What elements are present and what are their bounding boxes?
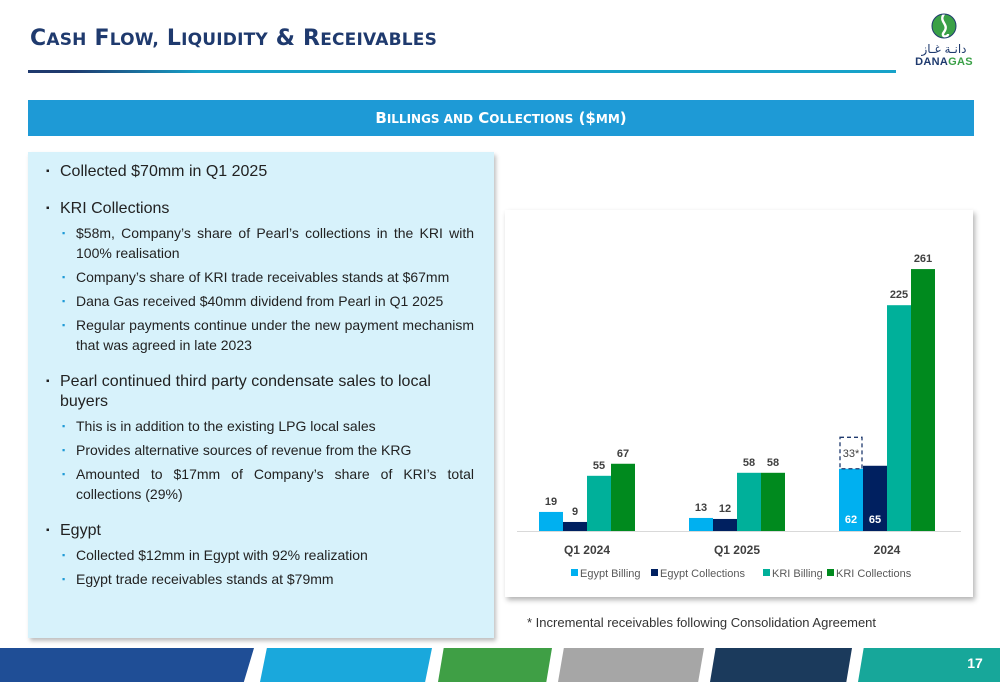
data-label: 62 [845,514,857,526]
data-label: 55 [593,460,605,472]
bar-kri-collections [611,463,635,531]
sub-bullet: This is in addition to the existing LPG … [46,416,474,436]
bar-egypt-billing [539,511,563,531]
title-underline [28,70,896,73]
data-label: 58 [743,457,755,469]
footer-segment [260,648,432,682]
notes-group-kri: KRI Collections $58m, Company’s share of… [46,199,474,355]
title-word: LIQUIDITY [166,26,268,51]
billings-collections-chart: 19 9 55 67 Q1 2024 13 12 58 58 Q1 2025 62 65 225 261 2… [505,210,973,597]
data-label: 9 [572,506,578,518]
legend-swatch [571,569,578,576]
sub-bullet: Regular payments continue under the new … [46,315,474,355]
company-logo: دانـة غـاز DANAGAS [905,10,983,76]
legend-label: KRI Collections [836,568,912,580]
legend-swatch [827,569,834,576]
legend-label: KRI Billing [772,568,823,580]
data-label: 67 [617,448,629,460]
data-label: 58 [767,457,779,469]
annotation-box [839,436,863,470]
footer-segment [710,648,852,682]
notes-panel: Collected $70mm in Q1 2025 KRI Collectio… [28,152,494,638]
legend-swatch [763,569,770,576]
bar-kri-collections [911,269,935,531]
bar-kri-billing [587,475,611,531]
sub-bullet: Amounted to $17mm of Company’s share of … [46,464,474,504]
bullet-kri-heading: KRI Collections [46,199,474,219]
title-word: RECEIVABLES [303,26,438,51]
category-label: 2024 [874,543,901,557]
bar-kri-billing [887,305,911,531]
section-banner: BILLINGS AND COLLECTIONS ($MM) [28,100,974,136]
category-label: Q1 2024 [564,543,610,557]
bar-chart-svg: 19 9 55 67 Q1 2024 13 12 58 58 Q1 2025 62 65 225 261 2… [517,253,961,580]
bar-kri-collections [761,472,785,531]
footer-segment [438,648,552,682]
sub-bullet: $58m, Company’s share of Pearl’s collect… [46,223,474,263]
bullet-egypt-heading: Egypt [46,521,474,541]
footer-segment [0,648,254,682]
chart-footnote: * Incremental receivables following Cons… [527,615,877,630]
notes-group-pearl: Pearl continued third party condensate s… [46,372,474,504]
sub-bullet: Collected $12mm in Egypt with 92% realiz… [46,545,474,565]
page-title: CASH FLOW, LIQUIDITY & RECEIVABLES [30,26,437,51]
sub-bullet: Dana Gas received $40mm dividend from Pe… [46,291,474,311]
notes-group-total: Collected $70mm in Q1 2025 [46,162,474,182]
bullet-pearl-heading: Pearl continued third party condensate s… [46,372,474,412]
legend-label: Egypt Collections [660,568,745,580]
bar-egypt-collections [713,518,737,531]
data-label: 65 [869,514,881,526]
data-label: 261 [914,253,932,265]
data-label: 13 [695,502,707,514]
bar-egypt-collections [863,465,887,531]
footer-segment [558,648,704,682]
footer-color-bar [0,648,1000,685]
sub-bullet: Provides alternative sources of revenue … [46,440,474,460]
legend-label: Egypt Billing [580,568,641,580]
bar-egypt-billing [839,468,863,531]
title-word: & [275,26,296,51]
bar-egypt-collections [563,521,587,531]
bar-egypt-billing [689,517,713,531]
notes-group-egypt: Egypt Collected $12mm in Egypt with 92% … [46,521,474,589]
sub-bullet: Company’s share of KRI trade receivables… [46,267,474,287]
legend-swatch [651,569,658,576]
category-label: Q1 2025 [714,543,760,557]
data-label: 12 [719,503,731,515]
title-word: CASH [30,26,87,51]
logo-drop-icon [931,13,957,39]
footer-segment [858,648,1000,682]
sub-bullet: Egypt trade receivables stands at $79mm [46,569,474,589]
data-label: 225 [890,289,908,301]
bar-kri-billing [737,472,761,531]
annotation-label: 33* [843,448,860,460]
data-label: 19 [545,496,557,508]
logo-arabic-text: دانـة غـاز [921,42,967,56]
title-word: FLOW, [94,26,159,51]
logo-latin-text: DANAGAS [915,56,973,68]
bullet-total-collected: Collected $70mm in Q1 2025 [46,162,474,182]
page-number: 17 [967,655,983,671]
